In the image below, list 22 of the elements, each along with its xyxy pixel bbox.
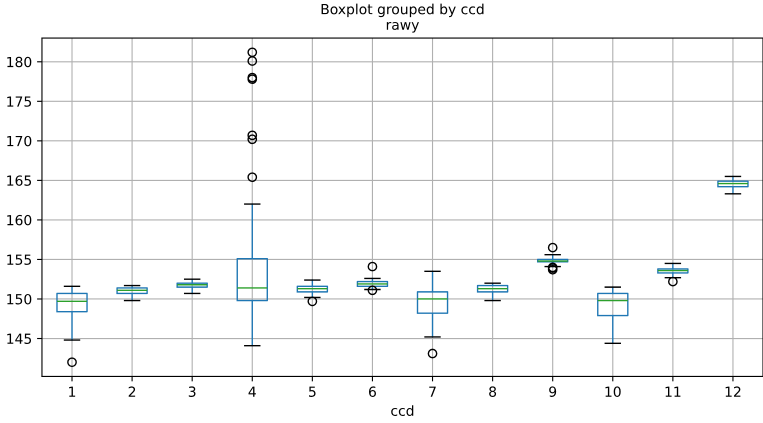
y-tick-label: 145: [7, 334, 32, 344]
y-tick-label: 150: [7, 294, 32, 304]
chart-title: Boxplot grouped by ccd rawy: [322, 4, 484, 33]
x-tick-label: 4: [248, 386, 256, 397]
x-tick-label: 2: [128, 386, 136, 397]
x-tick-label: 12: [726, 386, 740, 397]
x-axis-title: ccd: [391, 405, 414, 416]
y-tick-label: 175: [7, 96, 32, 107]
y-tick-label: 180: [7, 56, 32, 68]
y-tick-label: 165: [7, 175, 32, 186]
y-tick-label: 160: [7, 214, 32, 226]
x-tick-label: 5: [309, 386, 316, 397]
y-tick-label: 170: [7, 136, 32, 146]
x-tick-label: 10: [605, 386, 621, 397]
y-tick-label: 155: [7, 254, 32, 265]
x-tick-label: 6: [368, 386, 376, 397]
x-tick-label: 3: [188, 386, 196, 397]
x-tick-label: 1: [69, 386, 76, 397]
x-tick-label: 7: [429, 386, 436, 397]
x-tick-label: 9: [549, 386, 556, 397]
x-tick-label: 11: [666, 386, 680, 397]
x-tick-label: 8: [489, 386, 496, 397]
